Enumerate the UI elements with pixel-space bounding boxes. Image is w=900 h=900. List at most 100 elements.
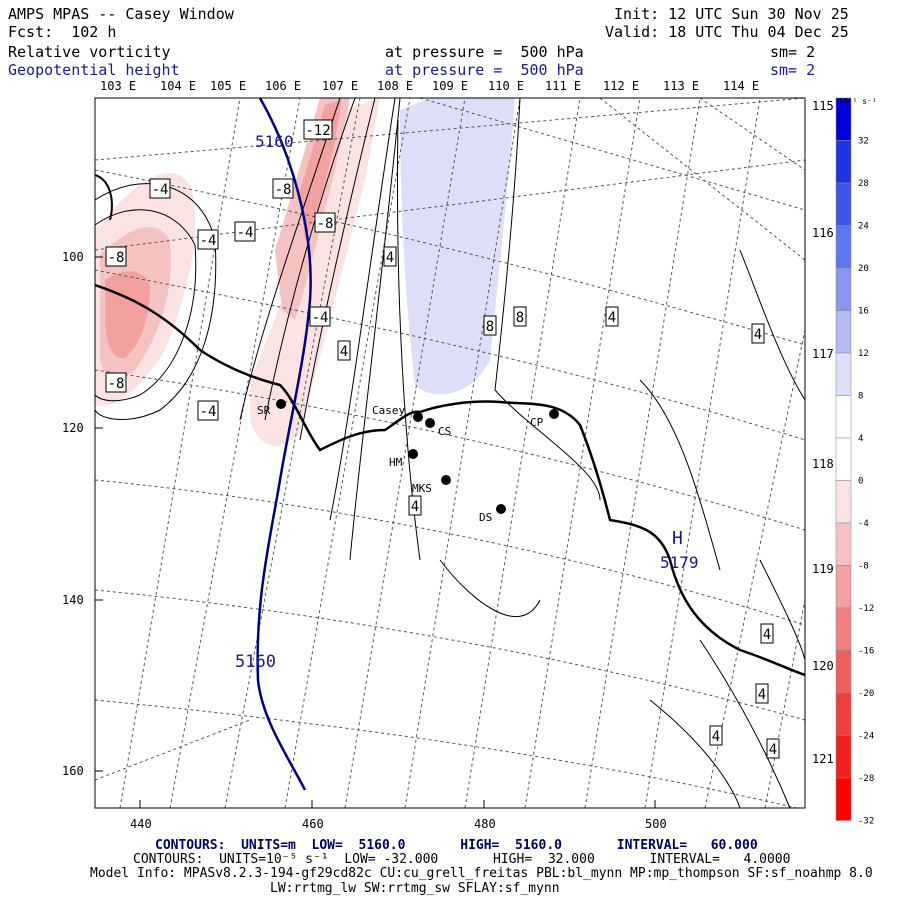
station-marker: HM [389, 449, 418, 469]
x-axis-ticks: 440 460 480 500 [130, 800, 667, 831]
station-label: HM [389, 456, 403, 469]
lon-label: 104 E [160, 79, 196, 93]
station-label: MKS [412, 482, 432, 495]
colorbar-swatch [835, 480, 852, 524]
colorbar-label: 12 [858, 349, 869, 359]
colorbar-label: 24 [858, 222, 869, 232]
init-time: Init: 12 UTC Sun 30 Nov 25 [614, 5, 849, 23]
vorticity-label: 4 [605, 306, 619, 327]
vorticity-contour-info: CONTOURS: UNITS=10⁻⁵ s⁻¹ LOW= -32.000 HI… [133, 852, 791, 867]
lon-label: 111 E [545, 79, 581, 93]
model-title: AMPS MPAS -- Casey Window [8, 5, 234, 23]
station-marker: Casey [372, 404, 423, 422]
colorbar-label: -32 [858, 817, 874, 827]
station-marker: DS [479, 504, 506, 524]
svg-text:4: 4 [712, 729, 720, 745]
colorbar-swatch [835, 182, 852, 226]
model-info-physics: LW:rrtmg_lw SW:rrtmg_sw SFLAY:sf_mynn [270, 881, 560, 896]
svg-text:4: 4 [411, 499, 419, 515]
colorbar-label: -24 [858, 732, 874, 742]
vorticity-shading [95, 98, 515, 447]
vorticity-label: 4 [751, 323, 765, 344]
station-label: CP [530, 416, 544, 429]
x-tick-label: 480 [474, 817, 496, 831]
lon-label: 106 E [265, 79, 301, 93]
map-frame [94, 97, 806, 809]
colorbar-label: 28 [858, 179, 869, 189]
colorbar-label: 8 [858, 392, 863, 402]
colorbar-swatch [835, 692, 852, 736]
colorbar-label: 4 [858, 434, 863, 444]
svg-text:4: 4 [754, 327, 762, 343]
colorbar-swatch [835, 607, 852, 651]
field1-smooth: sm= 2 [770, 43, 816, 61]
vorticity-label: -4 [149, 178, 171, 199]
vorticity-label: 8 [513, 306, 527, 327]
colorbar-swatch [835, 310, 852, 354]
field2-name: Geopotential height [8, 61, 180, 79]
lon-label: 110 E [488, 79, 524, 93]
x-tick-label: 440 [130, 817, 152, 831]
station-marker: CS [425, 418, 451, 438]
colorbar-swatch [835, 437, 852, 481]
svg-text:-8: -8 [108, 376, 125, 392]
colorbar-swatch [835, 395, 852, 439]
svg-text:-4: -4 [200, 233, 217, 249]
station-label: CS [438, 425, 451, 438]
y-axis-ticks: 100 120 140 160 [62, 250, 103, 778]
height-contour-5160 [256, 98, 312, 791]
vorticity-labels: -12 -8 -8 -8 -4 -4 -4 -4 -4 -8 4 4 4 4 4 4 4 4 4 8 8 [105, 119, 780, 759]
vorticity-label: -4 [309, 306, 331, 327]
colorbar-label: 20 [858, 264, 869, 274]
station-marker: MKS [412, 475, 451, 495]
y-tick-label: 140 [62, 593, 84, 607]
colorbar-swatch [835, 267, 852, 311]
svg-text:-8: -8 [108, 250, 125, 266]
colorbar-label: -4 [858, 519, 869, 529]
svg-text:4: 4 [758, 687, 766, 703]
vorticity-label: -4 [197, 229, 219, 250]
vorticity-label: 4 [709, 725, 723, 746]
colorbar-swatch [835, 140, 852, 184]
graticule [95, 98, 805, 808]
svg-text:4: 4 [608, 310, 616, 326]
lon-label: 112 E [603, 79, 639, 93]
svg-text:-8: -8 [275, 182, 292, 198]
vorticity-label: 4 [408, 495, 422, 516]
vorticity-label: -8 [105, 246, 127, 267]
lon-label: 114 E [723, 79, 759, 93]
field1-name: Relative vorticity [8, 43, 171, 61]
colorbar-label: 32 [858, 137, 869, 147]
vorticity-label: 4 [383, 246, 397, 267]
colorbar-swatch [835, 225, 852, 269]
x-tick-label: 500 [645, 817, 667, 831]
longitude-labels: 103 E 104 E 105 E 106 E 107 E 108 E 109 E 110 E… [100, 79, 759, 93]
lon-label: 109 E [432, 79, 468, 93]
x-tick-label: 460 [302, 817, 324, 831]
station-label: SR [257, 404, 271, 417]
height-label-top: 5160 [255, 132, 294, 151]
svg-text:-4: -4 [200, 404, 217, 420]
colorbar-swatch [835, 650, 852, 694]
y-tick-label: 100 [62, 250, 84, 264]
vorticity-label: 4 [755, 683, 769, 704]
colorbar-label: -12 [858, 604, 874, 614]
lon-label: 103 E [100, 79, 136, 93]
svg-text:4: 4 [386, 250, 394, 266]
y-tick-label: 120 [62, 421, 84, 435]
vorticity-label: -8 [105, 372, 127, 393]
colorbar-label: -8 [858, 562, 869, 572]
vorticity-label: 4 [766, 738, 780, 759]
forecast-hour: Fcst: 102 h [8, 23, 117, 41]
colorbar-label: 0 [858, 477, 863, 487]
colorbar-swatch [835, 565, 852, 609]
station-marker: SR [257, 399, 286, 417]
svg-text:4: 4 [769, 742, 777, 758]
station-label: Casey [372, 404, 405, 417]
svg-text:-8: -8 [317, 216, 334, 232]
colorbar-unit: 10⁻⁵ s⁻¹ [838, 97, 877, 106]
lon-label: 107 E [322, 79, 358, 93]
vorticity-label: -8 [272, 178, 294, 199]
height-contour-info: CONTOURS: UNITS=m LOW= 5160.0 HIGH= 5160… [155, 838, 758, 853]
